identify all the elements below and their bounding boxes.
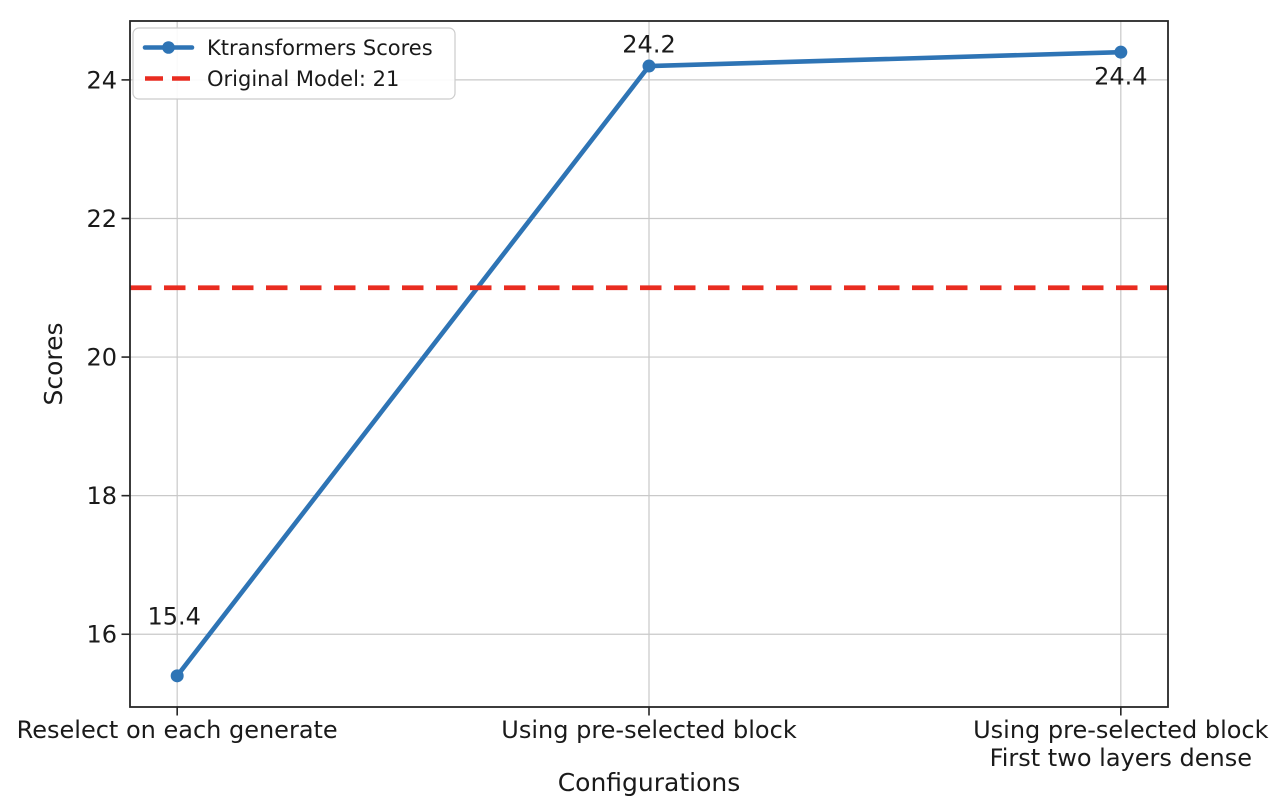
x-tick-label: Using pre-selected block xyxy=(973,716,1269,744)
x-axis-label: Configurations xyxy=(558,768,741,797)
value-annotation: 15.4 xyxy=(147,602,200,630)
x-tick-label: First two layers dense xyxy=(990,744,1252,772)
data-point-marker xyxy=(170,669,184,683)
legend-box xyxy=(132,27,456,100)
y-tick-label: 22 xyxy=(86,205,117,233)
y-tick-label: 16 xyxy=(86,621,117,649)
y-axis-label: Scores xyxy=(39,322,68,405)
legend: Ktransformers Scores Original Model: 21 xyxy=(132,27,456,100)
y-tick-label: 24 xyxy=(86,66,117,94)
x-tick-label: Reselect on each generate xyxy=(17,716,338,744)
legend-marker-sample xyxy=(162,41,175,54)
data-point-marker xyxy=(1114,45,1128,59)
y-tick-label: 18 xyxy=(86,482,117,510)
value-annotation: 24.4 xyxy=(1094,63,1147,91)
legend-label-series: Ktransformers Scores xyxy=(207,36,433,60)
plot-area: 16 18 20 22 24 Reselect on each generate Using… xyxy=(17,21,1269,772)
data-point-marker xyxy=(642,59,656,73)
x-tick-label: Using pre-selected block xyxy=(501,716,797,744)
plot-border xyxy=(129,20,1169,708)
legend-label-reference: Original Model: 21 xyxy=(207,67,399,91)
value-annotation: 24.2 xyxy=(622,31,675,59)
y-tick-label: 20 xyxy=(86,344,117,372)
